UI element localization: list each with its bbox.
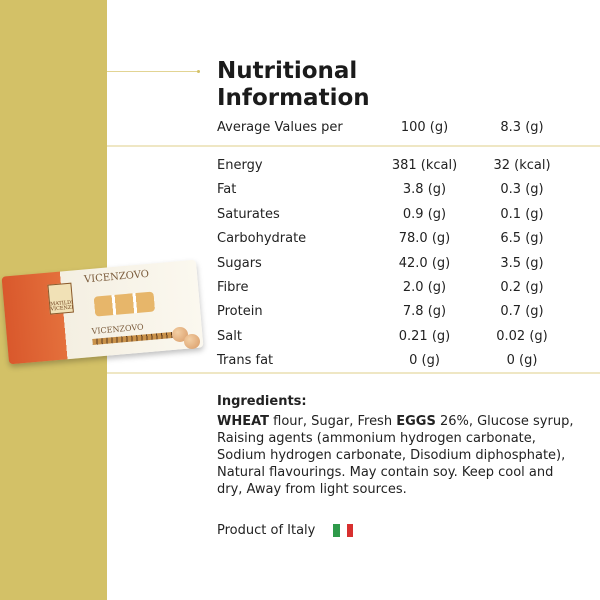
flag-stripe bbox=[346, 524, 354, 537]
product-brand-logo: VICENZOVO bbox=[83, 268, 150, 286]
table-row: Energy 381 (kcal) 32 (kcal) bbox=[217, 158, 557, 176]
value-per-100g: 381 (kcal) bbox=[391, 158, 458, 173]
product-image: MATILDE VICENZI VICENZOVO VICENZOVO bbox=[1, 259, 204, 365]
title-line: Nutritional bbox=[217, 58, 358, 84]
biscuits-illustration bbox=[93, 291, 156, 317]
value-per-100g: 2.0 (g) bbox=[402, 280, 447, 295]
value-per-100g: 78.0 (g) bbox=[398, 231, 451, 247]
table-row: Fat 3.8 (g) 0.3 (g) bbox=[217, 182, 557, 200]
maker-logo-text: MATILDE VICENZI bbox=[49, 299, 74, 313]
nutrient-name: Carbohydrate bbox=[217, 231, 307, 247]
value-per-100g: 0.21 (g) bbox=[398, 328, 451, 344]
nutrient-name: Protein bbox=[217, 304, 263, 320]
nutrient-name: Salt bbox=[217, 328, 242, 344]
nutrient-name: Sugars bbox=[217, 255, 262, 271]
value-per-serving: 6.5 (g) bbox=[500, 231, 544, 247]
value-per-serving: 0 (g) bbox=[506, 353, 538, 369]
ingredient-text-part: flour, Sugar, Fresh bbox=[269, 414, 397, 429]
page-title: Nutritional Information bbox=[217, 58, 370, 112]
ingredients-section: Ingredients: WHEAT flour, Sugar, Fresh E… bbox=[217, 393, 582, 498]
table-row: Carbohydrate 78.0 (g) 6.5 (g) bbox=[217, 231, 557, 249]
table-row: Saturates 0.9 (g) 0.1 (g) bbox=[217, 207, 557, 225]
value-per-100g: 0 (g) bbox=[409, 353, 440, 369]
origin-label: Product of Italy bbox=[217, 523, 316, 538]
nutrient-name: Energy bbox=[217, 158, 263, 173]
value-per-serving: 0.2 (g) bbox=[500, 280, 544, 295]
value-per-100g: 3.8 (g) bbox=[402, 182, 447, 198]
value-per-serving: 3.5 (g) bbox=[500, 255, 544, 271]
table-row: Protein 7.8 (g) 0.7 (g) bbox=[217, 304, 557, 322]
table-header: Average Values per 100 (g) 8.3 (g) bbox=[217, 120, 557, 138]
ingredients-text: WHEAT flour, Sugar, Fresh EGGS 26%, Gluc… bbox=[217, 413, 582, 498]
header-col-serving: 8.3 (g) bbox=[500, 120, 544, 135]
divider bbox=[107, 372, 600, 374]
ingredient-text-part: 26%, Glucose syrup, Raising agents (ammo… bbox=[217, 414, 574, 497]
nutrient-name: Trans fat bbox=[217, 353, 274, 369]
value-per-serving: 32 (kcal) bbox=[493, 158, 551, 173]
value-per-serving: 0.7 (g) bbox=[500, 304, 544, 320]
value-per-serving: 0.02 (g) bbox=[496, 328, 548, 344]
product-brand-logo-small: VICENZOVO bbox=[91, 322, 144, 337]
maker-logo: MATILDE VICENZI bbox=[47, 282, 74, 315]
nutrient-name: Saturates bbox=[217, 206, 280, 222]
value-per-serving: 0.1 (g) bbox=[500, 206, 544, 222]
flag-stripe bbox=[333, 524, 341, 537]
ingredient-text-part: EGGS bbox=[396, 414, 436, 429]
ingredient-text-part: WHEAT bbox=[217, 414, 270, 429]
value-per-100g: 42.0 (g) bbox=[398, 255, 451, 271]
nutrient-name: Fibre bbox=[217, 280, 249, 295]
flag-stripe bbox=[340, 524, 347, 537]
ingredients-heading: Ingredients: bbox=[217, 394, 307, 409]
value-per-serving: 0.3 (g) bbox=[500, 182, 544, 198]
title-line: Information bbox=[217, 85, 370, 111]
table-row: Salt 0.21 (g) 0.02 (g) bbox=[217, 329, 557, 347]
egg-image bbox=[184, 334, 200, 349]
table-row: Fibre 2.0 (g) 0.2 (g) bbox=[217, 280, 557, 298]
italy-flag-icon bbox=[333, 524, 354, 537]
table-row: Trans fat 0 (g) 0 (g) bbox=[217, 353, 557, 371]
header-label: Average Values per bbox=[217, 120, 343, 135]
nutrient-name: Fat bbox=[217, 182, 237, 198]
table-row: Sugars 42.0 (g) 3.5 (g) bbox=[217, 256, 557, 274]
value-per-100g: 7.8 (g) bbox=[402, 304, 447, 320]
origin: Product of Italy bbox=[217, 523, 354, 538]
divider bbox=[107, 145, 600, 147]
value-per-100g: 0.9 (g) bbox=[402, 206, 447, 222]
decorative-line bbox=[107, 70, 200, 73]
header-col-100g: 100 (g) bbox=[400, 120, 449, 135]
